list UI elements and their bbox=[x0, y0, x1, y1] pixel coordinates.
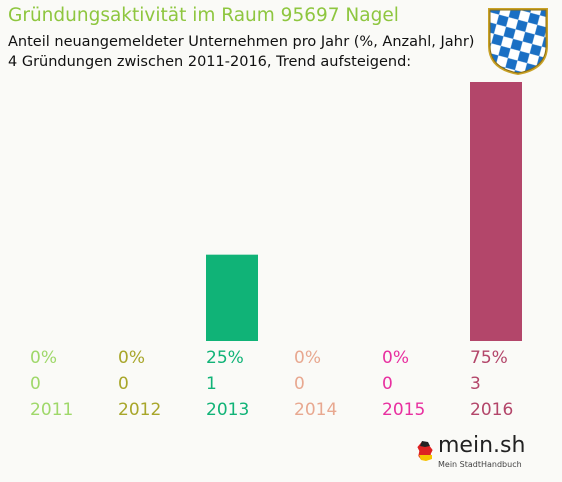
year-label-2014: 2014 bbox=[294, 400, 337, 420]
logo-main-text: mein.sh bbox=[438, 433, 526, 458]
percent-label-2013: 25% bbox=[206, 348, 244, 368]
year-label-2011: 2011 bbox=[30, 400, 73, 420]
count-label-2011: 0 bbox=[30, 374, 41, 394]
percent-label-2012: 0% bbox=[118, 348, 145, 368]
count-label-2014: 0 bbox=[294, 374, 305, 394]
bar-2013 bbox=[206, 254, 258, 341]
percent-label-2014: 0% bbox=[294, 348, 321, 368]
year-label-2012: 2012 bbox=[118, 400, 161, 420]
count-label-2016: 3 bbox=[470, 374, 481, 394]
percent-label-2015: 0% bbox=[382, 348, 409, 368]
chart-title: Gründungsaktivität im Raum 95697 Nagel bbox=[8, 5, 399, 26]
percent-label-2011: 0% bbox=[30, 348, 57, 368]
bar-2016 bbox=[470, 82, 522, 341]
bavaria-coat-of-arms-icon bbox=[488, 8, 548, 75]
percent-label-2016: 75% bbox=[470, 348, 508, 368]
germany-map-icon bbox=[416, 440, 434, 462]
count-label-2012: 0 bbox=[118, 374, 129, 394]
mein-sh-logo[interactable]: mein.sh Mein StadtHandbuch bbox=[414, 433, 526, 477]
count-label-2013: 1 bbox=[206, 374, 217, 394]
chart-subtitle-line1: Anteil neuangemeldeter Unternehmen pro J… bbox=[8, 34, 475, 50]
logo-sub-text: Mein StadtHandbuch bbox=[438, 460, 522, 469]
year-label-2013: 2013 bbox=[206, 400, 249, 420]
year-label-2016: 2016 bbox=[470, 400, 513, 420]
count-label-2015: 0 bbox=[382, 374, 393, 394]
year-label-2015: 2015 bbox=[382, 400, 425, 420]
chart-subtitle-line2: 4 Gründungen zwischen 2011-2016, Trend a… bbox=[8, 54, 412, 70]
